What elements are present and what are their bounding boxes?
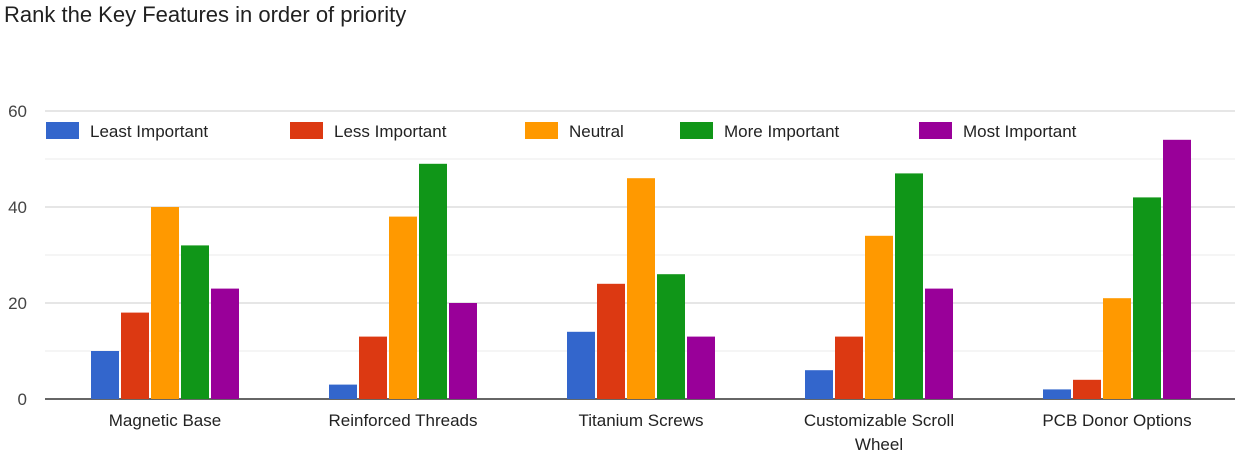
bar bbox=[805, 370, 833, 399]
y-tick-label: 20 bbox=[8, 294, 27, 313]
x-tick-label: Customizable Scroll bbox=[804, 411, 954, 430]
x-tick-label: Wheel bbox=[855, 435, 903, 454]
bar bbox=[181, 245, 209, 399]
bar bbox=[865, 235, 893, 399]
y-tick-label: 40 bbox=[8, 198, 27, 217]
bar bbox=[151, 207, 179, 399]
bar bbox=[597, 283, 625, 399]
bar bbox=[657, 274, 685, 399]
bar bbox=[567, 331, 595, 399]
legend-label: Most Important bbox=[963, 122, 1077, 141]
bar bbox=[1133, 197, 1161, 399]
bar bbox=[211, 288, 239, 399]
legend-swatch bbox=[46, 122, 79, 139]
x-tick-label: Reinforced Threads bbox=[329, 411, 478, 430]
chart-title: Rank the Key Features in order of priori… bbox=[4, 2, 407, 27]
bar bbox=[925, 288, 953, 399]
bar bbox=[1073, 379, 1101, 399]
legend-label: Least Important bbox=[90, 122, 208, 141]
legend-swatch bbox=[525, 122, 558, 139]
bar bbox=[329, 384, 357, 399]
bar bbox=[1103, 298, 1131, 399]
bar bbox=[91, 351, 119, 399]
legend-label: More Important bbox=[724, 122, 840, 141]
legend-label: Less Important bbox=[334, 122, 447, 141]
bar bbox=[419, 163, 447, 399]
bar bbox=[627, 178, 655, 399]
x-tick-label: Magnetic Base bbox=[109, 411, 221, 430]
y-tick-label: 0 bbox=[18, 390, 27, 409]
x-tick-label: PCB Donor Options bbox=[1042, 411, 1191, 430]
bar bbox=[359, 336, 387, 399]
bar bbox=[449, 303, 477, 399]
bar bbox=[895, 173, 923, 399]
bar bbox=[1163, 139, 1191, 400]
bar bbox=[1043, 389, 1071, 399]
y-tick-label: 60 bbox=[8, 102, 27, 121]
legend-swatch bbox=[919, 122, 952, 139]
legend-swatch bbox=[290, 122, 323, 139]
legend-swatch bbox=[680, 122, 713, 139]
bar bbox=[121, 312, 149, 399]
bar bbox=[389, 216, 417, 399]
bar bbox=[835, 336, 863, 399]
legend-label: Neutral bbox=[569, 122, 624, 141]
bar bbox=[687, 336, 715, 399]
x-tick-label: Titanium Screws bbox=[578, 411, 703, 430]
